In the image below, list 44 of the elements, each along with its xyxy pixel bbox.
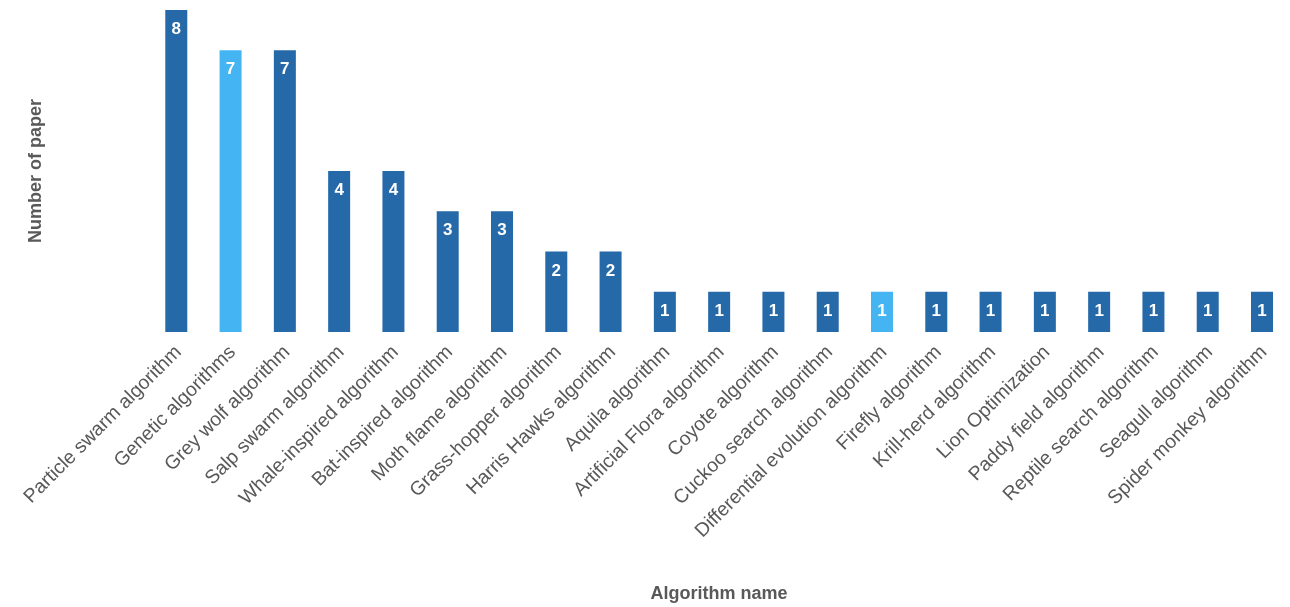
data-label: 3 bbox=[442, 220, 453, 240]
bar bbox=[219, 50, 242, 332]
y-axis-title: Number of paper bbox=[25, 98, 45, 244]
bar bbox=[491, 211, 513, 332]
data-label: 2 bbox=[551, 260, 562, 280]
bar bbox=[762, 291, 785, 332]
data-label: 1 bbox=[822, 300, 833, 320]
bar bbox=[925, 291, 948, 332]
data-label: 1 bbox=[877, 300, 887, 320]
bar bbox=[653, 291, 676, 332]
x-axis-title: Algorithm name bbox=[650, 583, 788, 603]
bar bbox=[708, 291, 731, 332]
data-label: 1 bbox=[1040, 300, 1050, 320]
data-label: 1 bbox=[985, 300, 996, 320]
data-label: 1 bbox=[1257, 300, 1267, 320]
bar bbox=[382, 171, 405, 332]
bar bbox=[273, 50, 296, 332]
bar bbox=[1033, 291, 1056, 332]
data-label: 4 bbox=[334, 180, 345, 200]
bar bbox=[1088, 291, 1111, 332]
data-label: 4 bbox=[388, 180, 399, 200]
bar bbox=[328, 171, 351, 332]
bar bbox=[599, 251, 622, 332]
data-label: 1 bbox=[931, 300, 942, 320]
data-label: 1 bbox=[1202, 300, 1213, 320]
bar bbox=[1251, 291, 1273, 332]
bar bbox=[165, 10, 188, 332]
bar bbox=[979, 291, 1002, 332]
data-label: 1 bbox=[714, 300, 724, 320]
data-label: 7 bbox=[225, 59, 236, 79]
bar bbox=[816, 291, 839, 332]
bar bbox=[1196, 291, 1219, 332]
data-label: 1 bbox=[1148, 300, 1159, 320]
bar bbox=[871, 291, 893, 332]
data-label: 8 bbox=[171, 19, 182, 39]
data-label: 1 bbox=[768, 300, 779, 320]
bar bbox=[1142, 291, 1165, 332]
data-label: 7 bbox=[280, 59, 290, 79]
data-label: 1 bbox=[1094, 300, 1104, 320]
data-label: 1 bbox=[660, 300, 670, 320]
data-label: 3 bbox=[497, 220, 507, 240]
data-label: 2 bbox=[605, 260, 616, 280]
bar bbox=[545, 251, 568, 332]
bar bbox=[436, 211, 459, 332]
